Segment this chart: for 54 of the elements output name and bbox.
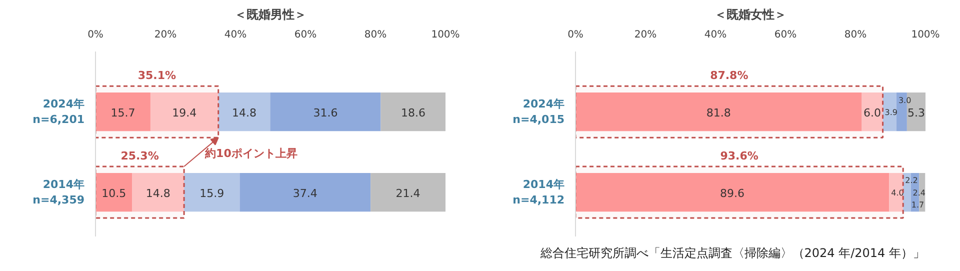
data-label: 2.4 <box>912 188 926 198</box>
x-tick-label: 40% <box>704 30 727 40</box>
x-tick-label: 80% <box>844 30 867 40</box>
data-label: 5.3 <box>907 106 925 120</box>
x-tick-label: 20% <box>634 30 657 40</box>
x-tick-label: 20% <box>154 30 177 40</box>
chart-title: ＜既婚男性＞ <box>234 8 306 22</box>
y-tick-label: 2024年 n=4,015 <box>512 98 565 126</box>
data-label: 10.5 <box>102 186 126 200</box>
data-label: 15.9 <box>200 186 224 200</box>
text: 総合住宅研究所調べ「生活定点調査〈掃除編〉（2024 年/2014 年）」 <box>540 245 925 262</box>
data-label: 15.7 <box>110 106 136 120</box>
data-label: 2.2 <box>905 176 918 186</box>
data-label: 14.8 <box>146 186 170 200</box>
x-tick-label: 0% <box>88 30 104 40</box>
bar <box>96 172 132 212</box>
band-label: 87.8% <box>710 69 748 82</box>
data-label: 1.7 <box>911 200 924 210</box>
bar <box>862 92 883 132</box>
bar <box>370 172 446 212</box>
data-label: 37.4 <box>292 186 318 200</box>
data-label: 14.8 <box>232 106 257 120</box>
bar <box>240 172 371 212</box>
bar <box>270 92 381 132</box>
y-tick-label: 2014年 n=4,112 <box>512 178 565 207</box>
bar <box>96 92 150 132</box>
data-label: 31.6 <box>313 106 338 120</box>
x-tick-label: 100% <box>431 30 460 40</box>
x-tick-label: 60% <box>774 30 797 40</box>
bar <box>132 172 184 212</box>
annotation: 約10ポイント上昇 <box>204 147 298 160</box>
chart-title: ＜既婚女性＞ <box>714 8 786 22</box>
band-label: 25.3% <box>120 150 159 163</box>
data-label: 19.4 <box>172 106 197 120</box>
x-tick-label: 60% <box>294 30 317 40</box>
data-label: 3.9 <box>884 108 898 117</box>
x-tick-label: 40% <box>224 30 247 40</box>
y-tick-label: 2014年 n=4,359 <box>32 178 85 207</box>
bar <box>380 92 446 132</box>
data-label: 18.6 <box>401 106 426 120</box>
data-label: 81.8 <box>706 106 731 120</box>
bar <box>882 92 896 132</box>
data-label: 3.0 <box>898 96 912 105</box>
bar <box>150 92 218 132</box>
x-tick-label: 100% <box>911 30 940 40</box>
band-label: 35.1% <box>138 69 176 82</box>
x-tick-label: 80% <box>364 30 387 40</box>
data-label: 89.6 <box>720 186 745 200</box>
y-tick-label: 2024年 n=6,201 <box>32 98 85 126</box>
data-label: 6.0 <box>864 106 882 120</box>
band-label: 93.6% <box>720 150 758 163</box>
data-label: 21.4 <box>396 186 420 200</box>
bar <box>889 172 904 212</box>
x-tick-label: 0% <box>568 30 584 40</box>
